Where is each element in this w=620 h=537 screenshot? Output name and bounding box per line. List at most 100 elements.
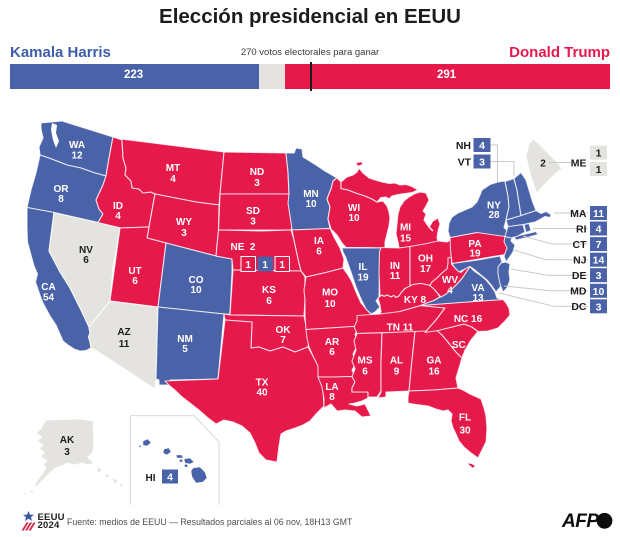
svg-text:3: 3 [181,228,187,239]
svg-text:4: 4 [479,140,485,152]
svg-text:1: 1 [596,148,602,160]
svg-text:7: 7 [280,335,286,346]
svg-text:AL: AL [390,355,403,366]
svg-text:DE: DE [572,270,587,282]
svg-text:SD: SD [246,206,260,217]
svg-text:19: 19 [357,272,369,283]
svg-text:11: 11 [119,339,130,350]
svg-text:ID: ID [113,201,123,212]
svg-text:3: 3 [479,157,485,169]
svg-text:AFP: AFP [561,511,599,532]
svg-text:10: 10 [593,286,605,298]
svg-text:AR: AR [325,337,340,348]
svg-text:8: 8 [329,392,335,403]
svg-text:30: 30 [459,425,471,436]
svg-text:1: 1 [596,164,602,176]
svg-text:11: 11 [593,208,604,220]
svg-text:NY: NY [487,200,501,211]
svg-text:AZ: AZ [117,327,130,338]
svg-text:4: 4 [596,224,602,236]
svg-text:54: 54 [43,292,55,303]
svg-text:6: 6 [132,276,138,287]
svg-text:11: 11 [390,271,401,282]
svg-text:6: 6 [329,347,335,358]
svg-text:NC 16: NC 16 [454,314,483,325]
svg-text:1: 1 [245,259,251,271]
svg-text:TN 11: TN 11 [387,322,414,333]
svg-text:MA: MA [570,208,587,220]
svg-text:10: 10 [324,299,336,310]
svg-text:MO: MO [322,287,338,298]
svg-text:MN: MN [303,189,319,200]
svg-text:3: 3 [250,216,256,227]
svg-text:MD: MD [570,286,587,298]
svg-text:15: 15 [400,233,412,244]
svg-text:WA: WA [69,140,85,151]
svg-text:WI: WI [348,203,360,214]
svg-text:OH: OH [418,253,433,264]
svg-text:16: 16 [428,366,440,377]
svg-text:5: 5 [182,344,188,355]
svg-text:10: 10 [348,213,360,224]
svg-text:NM: NM [177,334,193,345]
svg-text:IN: IN [390,261,400,272]
svg-text:40: 40 [256,387,268,398]
svg-text:MI: MI [400,222,411,233]
svg-text:CO: CO [189,275,204,286]
svg-text:28: 28 [488,210,500,221]
svg-text:4: 4 [447,285,453,296]
svg-text:GA: GA [427,355,442,366]
svg-text:PA: PA [468,239,481,250]
svg-text:3: 3 [254,178,260,189]
svg-text:17: 17 [420,264,432,275]
svg-text:VA: VA [471,283,484,294]
svg-text:NJ: NJ [573,255,587,267]
svg-text:ND: ND [250,167,264,178]
svg-text:WV: WV [442,275,458,286]
svg-text:OR: OR [54,184,70,195]
svg-text:RI: RI [576,223,587,235]
svg-text:3: 3 [64,447,70,458]
svg-text:HI: HI [146,473,156,484]
svg-text:1: 1 [262,259,268,271]
svg-text:IL: IL [359,262,368,273]
svg-text:MT: MT [166,163,180,174]
svg-text:10: 10 [305,199,317,210]
svg-text:MS: MS [358,355,373,366]
svg-text:LA: LA [325,382,338,393]
svg-text:4: 4 [170,174,176,185]
svg-text:ME: ME [571,157,587,169]
svg-text:IA: IA [314,236,324,247]
svg-text:NV: NV [79,245,93,256]
svg-text:3: 3 [596,270,602,282]
svg-text:UT: UT [128,266,141,277]
svg-text:6: 6 [362,366,368,377]
svg-text:3: 3 [596,301,602,313]
svg-text:KS: KS [262,285,276,296]
svg-text:WY: WY [176,217,192,228]
svg-text:FL: FL [459,412,471,423]
svg-text:CA: CA [41,282,55,293]
svg-text:1: 1 [279,259,285,271]
svg-text:9: 9 [394,366,400,377]
svg-text:8: 8 [58,194,64,205]
svg-text:6: 6 [83,255,89,266]
svg-text:13: 13 [472,293,484,304]
svg-text:NE 2: NE 2 [230,242,255,253]
svg-text:AK: AK [60,435,75,446]
svg-text:TX: TX [256,377,269,388]
svg-text:NH: NH [456,140,471,152]
svg-text:DC: DC [571,301,587,313]
svg-text:7: 7 [596,239,602,251]
svg-text:VT: VT [458,156,472,168]
svg-text:KY 8: KY 8 [404,295,427,306]
svg-text:14: 14 [593,255,605,267]
svg-text:CT: CT [573,239,588,251]
svg-text:SC 9: SC 9 [452,340,475,351]
svg-text:6: 6 [316,246,322,257]
svg-text:2: 2 [540,158,546,169]
svg-text:10: 10 [190,285,202,296]
svg-text:12: 12 [71,150,83,161]
svg-text:4: 4 [115,211,121,222]
svg-text:4: 4 [167,472,173,484]
